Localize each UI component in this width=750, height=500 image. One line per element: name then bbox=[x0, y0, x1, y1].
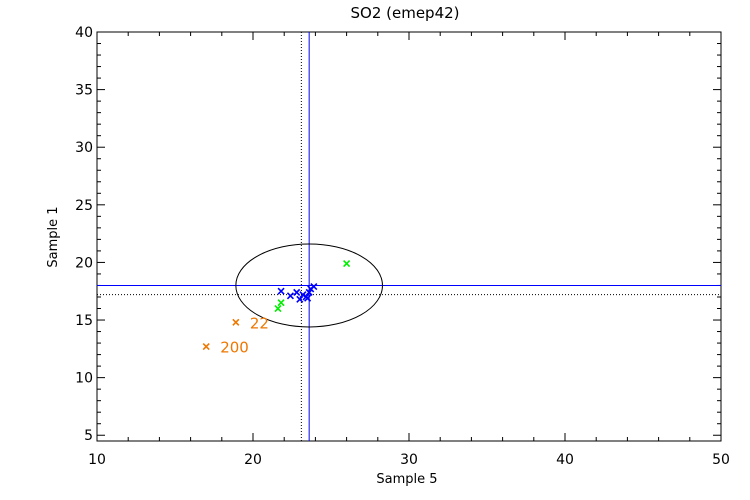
y-tick-label: 40 bbox=[75, 25, 93, 41]
data-point-series-2 bbox=[277, 299, 285, 307]
data-point-series-1 bbox=[293, 288, 301, 296]
x-tick-label: 50 bbox=[712, 452, 730, 468]
y-tick-label: 35 bbox=[75, 83, 93, 99]
confidence-ellipse bbox=[235, 243, 383, 328]
data-point-series-2 bbox=[343, 260, 351, 268]
y-tick-label: 20 bbox=[75, 255, 93, 271]
x-tick-label: 20 bbox=[244, 452, 262, 468]
y-axis-label: Sample 1 bbox=[46, 206, 61, 267]
x-tick-label: 10 bbox=[88, 452, 106, 468]
y-tick-label: 25 bbox=[75, 198, 93, 214]
x-tick-label: 30 bbox=[400, 452, 418, 468]
data-point-series-3 bbox=[202, 342, 210, 351]
y-tick-label: 5 bbox=[84, 428, 93, 444]
data-point-series-1 bbox=[286, 292, 295, 300]
x-axis-label: Sample 5 bbox=[376, 472, 437, 487]
y-tick-label: 15 bbox=[75, 313, 93, 329]
x-tick-label: 40 bbox=[556, 452, 574, 468]
data-point-series-3 bbox=[232, 318, 240, 326]
data-point-series-1 bbox=[310, 283, 318, 291]
data-point-series-2 bbox=[274, 304, 282, 313]
data-point-series-1 bbox=[277, 287, 285, 295]
data-point-label: 200 bbox=[220, 339, 249, 357]
data-point-label: 22 bbox=[250, 314, 269, 332]
chart-title: SO2 (emep42) bbox=[350, 4, 459, 22]
plot-frame bbox=[96, 31, 722, 442]
data-point-series-1 bbox=[304, 294, 312, 302]
y-tick-label: 10 bbox=[75, 371, 93, 387]
y-tick-label: 30 bbox=[75, 140, 93, 156]
data-point-series-1 bbox=[296, 295, 304, 303]
